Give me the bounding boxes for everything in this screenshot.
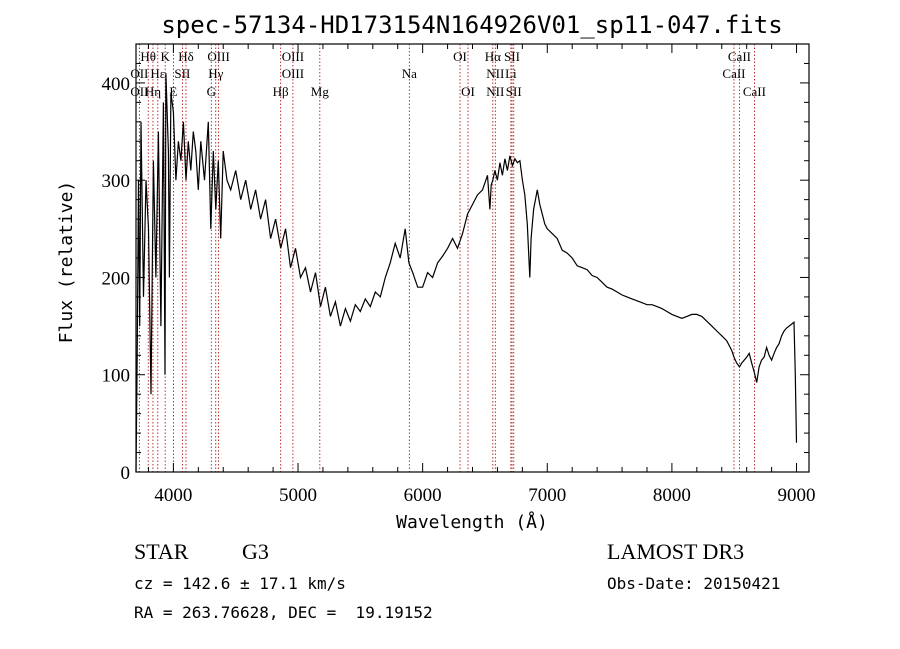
spectral-line-label: SII [506,84,522,99]
spectral-line-label: NII [486,66,504,81]
spectral-line-label: Hβ [273,84,289,99]
object-class: STAR [134,539,189,564]
spectral-line-label: Li [505,66,517,81]
spectral-line-label: Hε [150,66,165,81]
spectral-line-label: CaII [722,66,745,81]
spectral-subclass: G3 [242,539,269,564]
spectral-line-label: OI [453,49,467,64]
spectral-line-label: Na [402,66,417,81]
x-tick-label: 5000 [279,485,317,506]
y-tick-label: 300 [102,171,131,192]
y-tick-label: 200 [102,268,131,289]
spectrum-series-line [135,73,798,473]
spectral-line-label: OIII [207,49,229,64]
x-axis-label: Wavelength (Å) [396,511,548,533]
spectral-line-label: OI [461,84,475,99]
spectral-line-label: Hα [485,49,501,64]
spectral-line-label: CaII [728,49,751,64]
x-tick-label: 8000 [653,485,691,506]
y-tick-label: 400 [102,74,131,95]
chart-title: spec-57134-HD173154N164926V01_sp11-047.f… [161,11,782,39]
spectral-line-label: CaII [743,84,766,99]
spectral-line-label: SII [174,66,190,81]
spectral-line-label: Mg [311,84,330,99]
spectral-line-label: G [207,84,216,99]
x-tick-label: 7000 [528,485,566,506]
spectral-line-label: OII [130,66,148,81]
y-axis-ticks: 0 100 200 300 400 [102,62,809,484]
y-tick-label: 0 [121,463,131,484]
y-tick-label: 100 [102,366,131,387]
y-axis-label: Flux (relative) [56,181,77,344]
spectral-line-label: NII [486,84,504,99]
spectral-line-label: Hδ [178,49,194,64]
survey-name: LAMOST DR3 [607,539,745,564]
spectral-line-label: Hθ [140,49,156,64]
spectral-line-label: K [160,49,170,64]
x-tick-label: 4000 [154,485,192,506]
spectral-line-label: Hη [145,84,161,99]
spectral-line-label: Hγ [208,66,223,81]
spectral-line-label: OII [130,84,148,99]
x-tick-label: 9000 [778,485,816,506]
plot-frame [135,43,810,473]
x-axis-ticks: 4000 5000 6000 7000 8000 9000 [147,44,816,506]
x-tick-label: 6000 [404,485,442,506]
spectral-line-label: OIII [282,66,304,81]
spectral-line-label: SII [504,49,520,64]
spectral-line-markers [138,44,755,472]
spectral-line-label: E [169,84,177,99]
spectral-line-label: OIII [282,49,304,64]
redshift-velocity: cz = 142.6 ± 17.1 km/s [134,574,346,593]
sky-coordinates: RA = 263.76628, DEC = 19.19152 [134,603,433,622]
observation-date: Obs-Date: 20150421 [607,574,781,593]
